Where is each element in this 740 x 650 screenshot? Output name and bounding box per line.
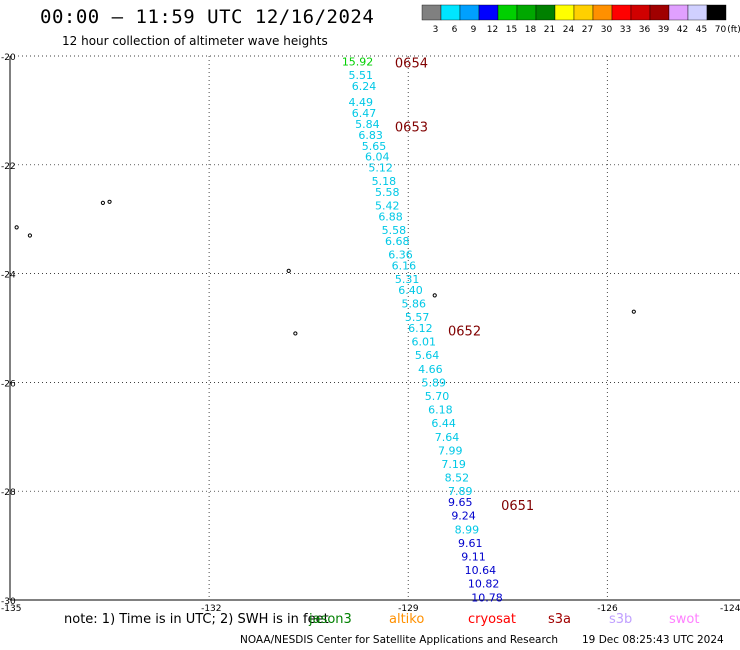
island-mark	[286, 268, 291, 273]
page-title: 00:00 – 11:59 UTC 12/16/2024	[40, 6, 375, 28]
track-label: 0653	[395, 121, 428, 136]
wave-height-label: 6.44	[431, 417, 456, 430]
x-tick-label: -135	[1, 604, 21, 614]
satellite-label: s3a	[548, 612, 572, 627]
wave-height-label: 5.58	[382, 224, 407, 237]
island-mark	[107, 199, 112, 204]
legend-label: 18	[525, 25, 537, 35]
track-label: 0652	[448, 325, 481, 340]
generated-time: 19 Dec 08:25:43 UTC 2024	[582, 634, 724, 646]
y-tick-label: -28	[1, 488, 16, 498]
legend-label: 24	[563, 25, 575, 35]
wave-height-label: 9.65	[448, 496, 473, 509]
wave-height-label: 8.52	[445, 472, 470, 485]
wave-height-label: 7.19	[441, 458, 466, 471]
wave-height-label: 5.86	[402, 298, 427, 311]
island-mark	[631, 309, 636, 314]
wave-height-label: 4.49	[348, 96, 373, 109]
satellite-label: swot	[669, 612, 700, 627]
island-mark	[27, 233, 33, 238]
island-mark	[293, 331, 298, 336]
legend-label: 30	[601, 25, 613, 35]
y-tick-label: -26	[1, 379, 16, 389]
legend-label: 39	[658, 25, 670, 35]
island-mark	[432, 293, 437, 298]
y-tick-label: -24	[1, 271, 16, 281]
legend-units: (ft)	[727, 25, 740, 35]
track-label: 0651	[501, 499, 534, 514]
satellite-label: jason3	[309, 612, 352, 627]
wave-height-label: 5.57	[405, 311, 430, 324]
x-tick-label: -124	[720, 604, 740, 614]
legend-label: 9	[471, 25, 477, 35]
page-subtitle: 12 hour collection of altimeter wave hei…	[62, 34, 328, 48]
wave-height-label: 5.12	[368, 162, 393, 175]
satellite-label: s3b	[609, 612, 633, 627]
legend-label: 36	[639, 25, 651, 35]
wave-height-label: 6.16	[392, 259, 417, 272]
legend-label: 27	[582, 25, 593, 35]
wave-height-label: 9.61	[458, 537, 483, 550]
wave-height-label: 9.24	[451, 510, 476, 523]
x-tick-label: -126	[597, 604, 618, 614]
satellite-label: cryosat	[468, 612, 516, 627]
color-legend: 3 6 9 12 15 18 21 24 27 30 33 36 39 42 45 70 (ft)	[421, 4, 740, 35]
wave-height-label: 5.31	[395, 273, 420, 286]
wave-height-label: 10.82	[468, 578, 500, 591]
wave-height-label: 5.64	[415, 349, 440, 362]
wave-height-label: 10.78	[471, 591, 503, 604]
wave-height-label: 7.64	[435, 431, 460, 444]
footnote: note: 1) Time is in UTC; 2) SWH is in fe…	[64, 612, 329, 627]
island-mark	[14, 225, 19, 230]
y-tick-label: -20	[1, 53, 16, 63]
wave-height-label: 9.11	[461, 550, 486, 563]
legend-label: 21	[544, 25, 555, 35]
legend-label: 33	[620, 25, 631, 35]
wave-height-label: 5.84	[355, 118, 380, 131]
wave-height-label: 5.42	[375, 200, 400, 213]
wave-height-label: 6.40	[398, 284, 423, 297]
track-label: 0654	[395, 57, 428, 72]
legend-label: 6	[452, 25, 458, 35]
y-tick-label: -22	[1, 162, 16, 172]
legend-label: 3	[433, 25, 439, 35]
legend-swatch	[706, 4, 727, 21]
wave-height-label: 6.04	[365, 151, 390, 164]
wave-height-label: 6.01	[412, 336, 437, 349]
wave-height-label: 5.58	[375, 186, 400, 199]
wave-height-label: 6.83	[358, 129, 383, 142]
wave-height-label: 5.18	[372, 175, 397, 188]
legend-label: 42	[677, 25, 688, 35]
wave-height-label: 6.36	[388, 249, 413, 262]
credit-line: NOAA/NESDIS Center for Satellite Applica…	[240, 634, 558, 646]
island-mark	[100, 200, 106, 205]
wave-height-label: 4.66	[418, 363, 443, 376]
x-tick-label: -129	[398, 604, 419, 614]
legend-label: 45	[696, 25, 707, 35]
satellite-label: altiko	[389, 612, 425, 627]
wave-height-label: 6.12	[408, 322, 433, 335]
wave-height-label: 5.65	[362, 140, 387, 153]
wave-height-label: 6.24	[352, 80, 377, 93]
wave-height-label: 5.89	[421, 376, 446, 389]
wave-height-label: 8.99	[455, 523, 480, 536]
legend-label: 70	[715, 25, 727, 35]
wave-height-label: 6.68	[385, 235, 410, 248]
wave-height-label: 7.89	[448, 485, 473, 498]
wave-height-label: 15.92	[342, 55, 374, 68]
x-tick-label: -132	[201, 604, 221, 614]
wave-height-label: 10.64	[465, 564, 497, 577]
legend-label: 12	[487, 25, 498, 35]
wave-height-label: 7.99	[438, 444, 463, 457]
wave-height-label: 6.88	[378, 210, 403, 223]
y-tick-label: -30	[1, 597, 16, 607]
wave-height-label: 5.70	[425, 390, 450, 403]
wave-height-label: 6.47	[352, 107, 377, 120]
legend-label: 15	[506, 25, 517, 35]
wave-height-label: 5.51	[348, 69, 373, 82]
wave-height-label: 6.18	[428, 404, 453, 417]
